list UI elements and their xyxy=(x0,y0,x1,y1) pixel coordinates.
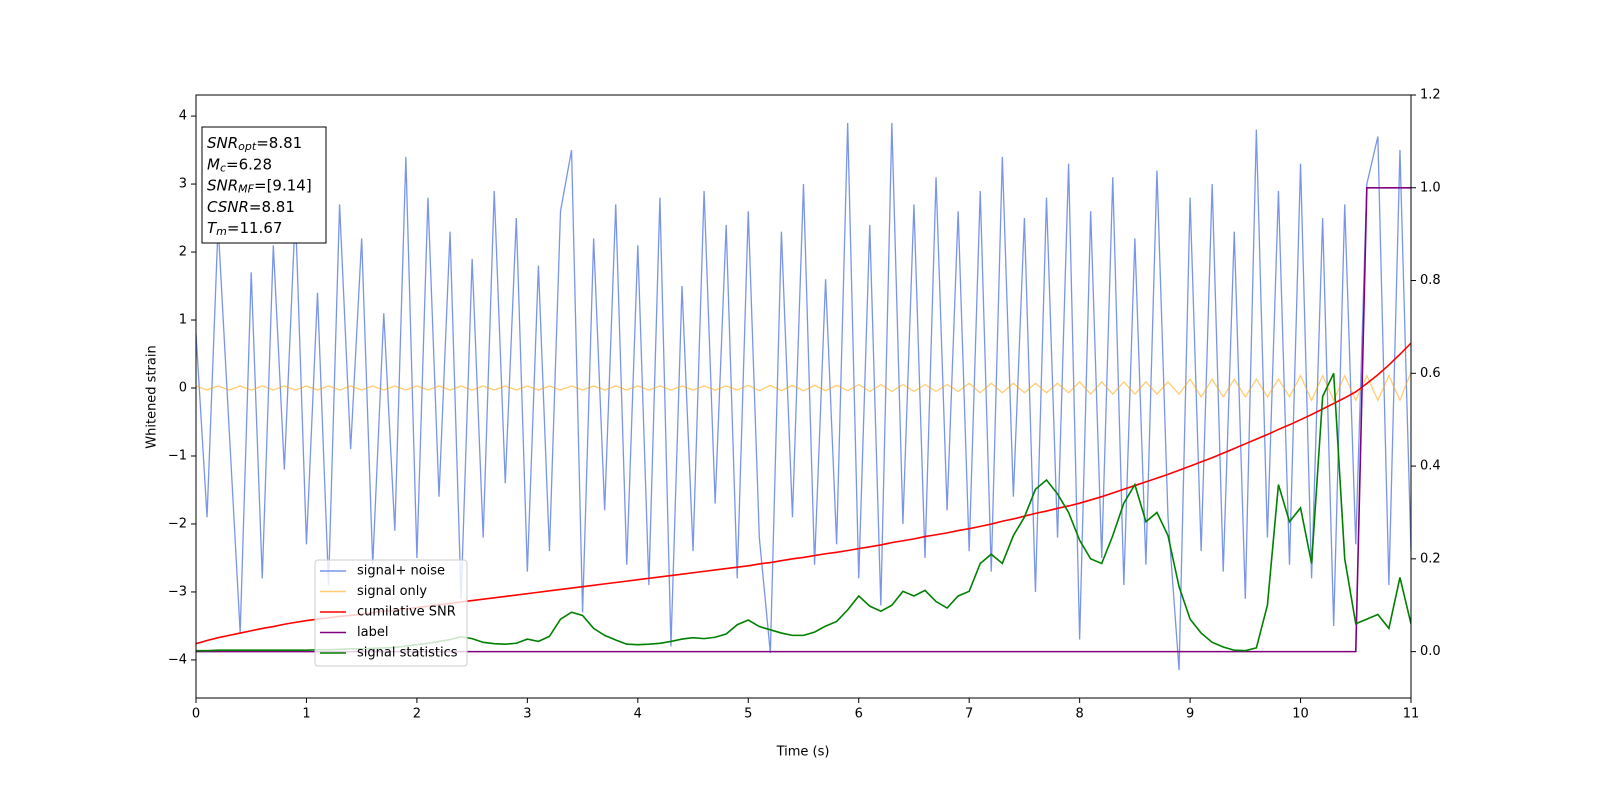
annotation-value: =6.28 xyxy=(226,155,272,173)
annotation-symbol: SNR xyxy=(207,134,238,152)
annotation: SNRMF=[9.14] xyxy=(207,176,312,196)
y-axis-label: Whitened strain xyxy=(145,345,160,448)
y2-tick-label: 1.0 xyxy=(1420,180,1441,195)
y2-tick-label: 0.8 xyxy=(1420,273,1441,288)
y2-tick-label: 0.6 xyxy=(1420,366,1441,381)
annotation-subscript: MF xyxy=(238,183,254,196)
x-tick-label: 0 xyxy=(192,707,200,722)
x-tick-label: 10 xyxy=(1292,707,1309,722)
annotation-subscript: opt xyxy=(238,140,257,153)
annotation-value: =8.81 xyxy=(249,197,295,215)
annotation-subscript: m xyxy=(216,225,227,238)
annotation: SNRopt=8.81 xyxy=(207,134,302,154)
y-tick-label: 1 xyxy=(179,313,187,328)
x-tick-label: 3 xyxy=(523,707,531,722)
annotation: CSNR=8.81 xyxy=(207,197,295,215)
x-tick-label: 7 xyxy=(965,707,973,722)
legend-label: signal only xyxy=(357,584,427,599)
legend-label: signal+ noise xyxy=(357,564,445,579)
legend-box xyxy=(314,559,468,667)
x-tick-label: 1 xyxy=(302,707,310,722)
annotation: Mc=6.28 xyxy=(207,155,272,175)
annotation-value: =[9.14] xyxy=(254,176,312,194)
x-tick-label: 5 xyxy=(744,707,752,722)
y-tick-label: 0 xyxy=(179,381,187,396)
x-tick-label: 2 xyxy=(413,707,421,722)
annotation-symbol: M xyxy=(207,155,220,173)
y-tick-label: 4 xyxy=(179,109,187,124)
y2-tick-label: 0.0 xyxy=(1420,644,1441,659)
x-tick-label: 9 xyxy=(1186,707,1194,722)
x-tick-label: 8 xyxy=(1075,707,1083,722)
y-tick-label: −4 xyxy=(168,652,187,667)
annotation-value: =11.67 xyxy=(227,219,283,237)
plot-frame xyxy=(195,94,1412,699)
x-tick-label: 4 xyxy=(634,707,642,722)
series-line xyxy=(196,372,1411,402)
x-tick-label: 11 xyxy=(1403,707,1420,722)
annotation-value: =8.81 xyxy=(256,134,302,152)
legend-label: label xyxy=(357,625,388,640)
legend-label: signal statistics xyxy=(357,646,458,661)
y2-tick-label: 0.2 xyxy=(1420,551,1441,566)
x-axis-label: Time (s) xyxy=(776,745,830,760)
annotation: Tm=11.67 xyxy=(207,219,282,239)
y-tick-label: −3 xyxy=(168,584,187,599)
y-tick-label: −1 xyxy=(168,448,187,463)
legend-label: cumilative SNR xyxy=(357,605,456,620)
x-tick-label: 6 xyxy=(855,707,863,722)
y-tick-label: −2 xyxy=(168,516,187,531)
y2-tick-label: 1.2 xyxy=(1420,88,1441,103)
y-tick-label: 2 xyxy=(179,245,187,260)
annotation-symbol: T xyxy=(207,219,218,237)
annotation-box xyxy=(201,126,327,244)
annotation-symbol: SNR xyxy=(207,176,238,194)
y-tick-label: 3 xyxy=(179,177,187,192)
annotation-subscript: c xyxy=(220,161,226,174)
y2-tick-label: 0.4 xyxy=(1420,459,1441,474)
annotation-symbol: CSNR xyxy=(207,197,249,215)
series-line xyxy=(196,122,1411,671)
